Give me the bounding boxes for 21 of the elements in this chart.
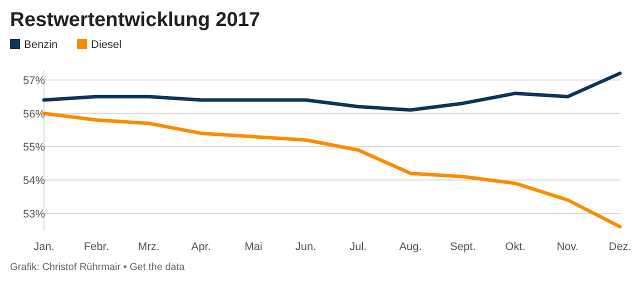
x-tick-label: Aug. xyxy=(399,241,422,253)
x-tick-label: Sept. xyxy=(450,241,476,253)
legend-label: Benzin xyxy=(24,39,58,51)
x-tick-label: Febr. xyxy=(84,241,109,253)
legend-label: Diesel xyxy=(91,39,122,51)
y-tick-label: 53% xyxy=(22,208,46,220)
x-tick-label: Mrz. xyxy=(138,241,160,253)
x-tick-label: Jun. xyxy=(295,241,316,253)
chart-title: Restwertentwicklung 2017 xyxy=(10,9,260,31)
x-tick-label: Nov. xyxy=(556,241,579,253)
text: Grafik: Christof Rührmair • Get the data xyxy=(10,262,186,273)
y-tick-label: 56% xyxy=(22,108,46,120)
x-tick-label: Jul. xyxy=(350,241,367,253)
x-tick-label: Okt. xyxy=(505,241,526,253)
y-tick-label: 57% xyxy=(22,75,46,87)
x-tick-label: Apr. xyxy=(191,241,211,253)
y-tick-label: 55% xyxy=(22,142,46,154)
x-tick-label: Dez. xyxy=(608,241,632,253)
y-tick-label: 54% xyxy=(22,175,46,187)
x-tick-label: Jan. xyxy=(34,241,54,253)
x-tick-label: Mai xyxy=(244,241,262,253)
